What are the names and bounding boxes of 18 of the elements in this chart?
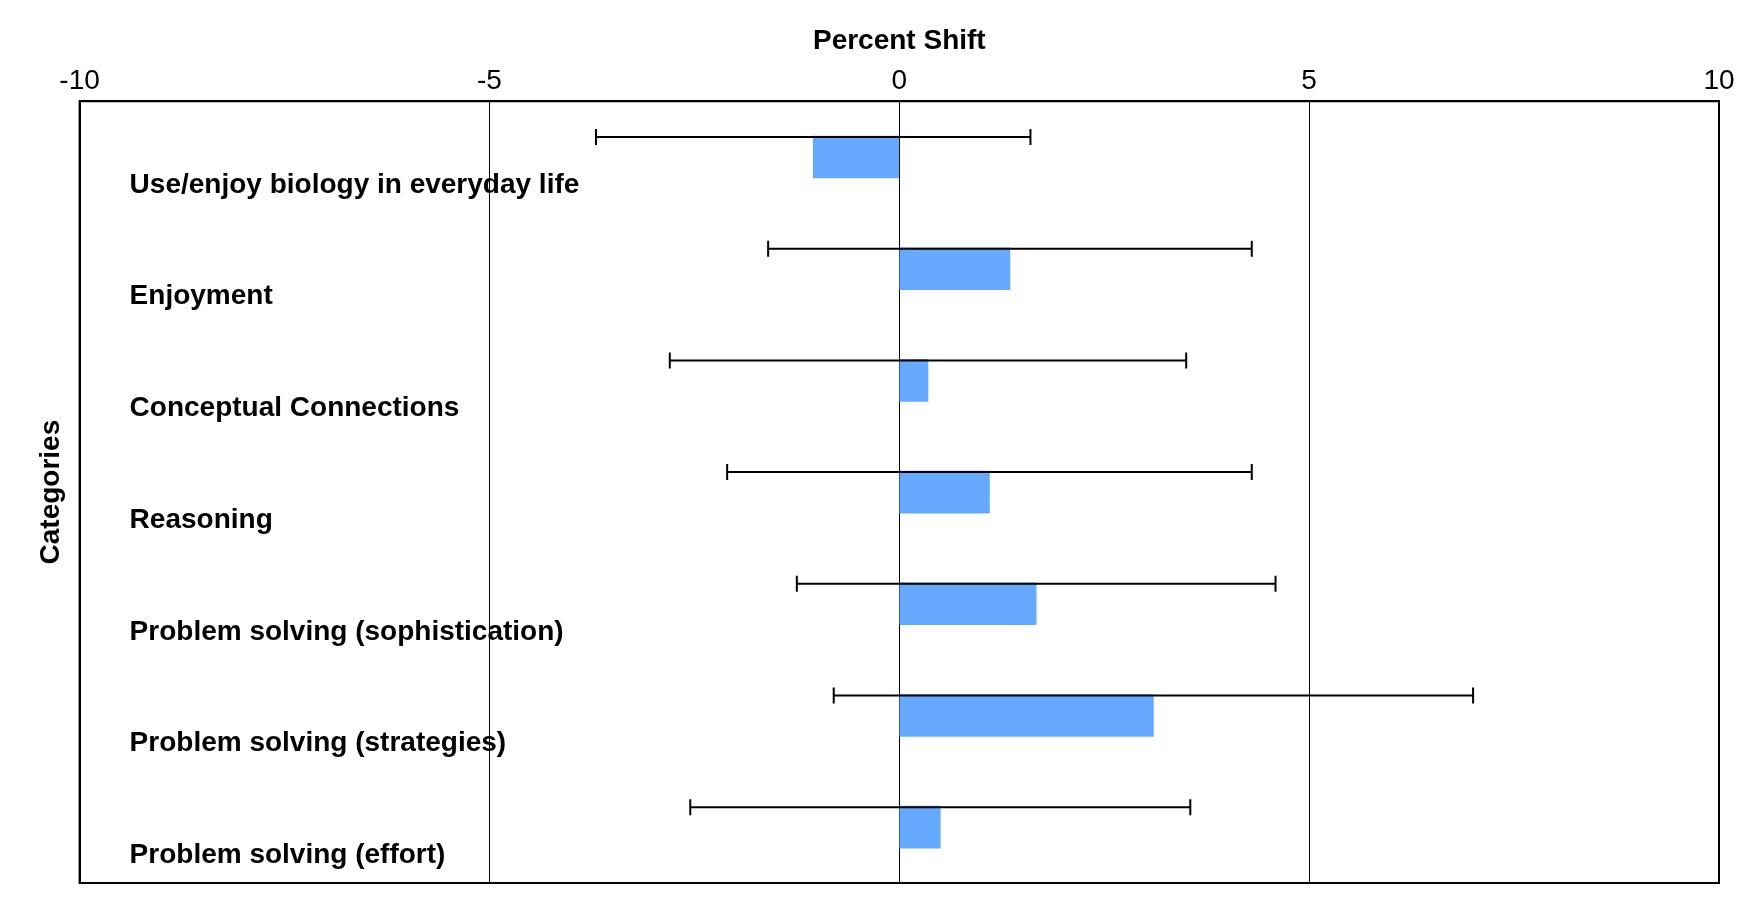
x-tick-label: 5: [1301, 64, 1317, 96]
bar: [899, 470, 990, 514]
x-tick-label: -5: [477, 64, 502, 96]
bar: [899, 694, 1154, 737]
bar: [899, 247, 1011, 291]
bar: [812, 135, 900, 179]
x-tick-label: 0: [891, 64, 908, 96]
x-tick-label: 10: [1703, 64, 1735, 96]
y-tick-label: Problem solving (effort): [129, 837, 446, 869]
x-axis-title: Percent Shift: [812, 23, 986, 55]
y-tick-label: Enjoyment: [129, 279, 273, 311]
bar: [899, 359, 929, 402]
x-tick-label: -10: [59, 64, 100, 96]
y-axis-title: Categories: [33, 419, 65, 565]
bar: [899, 805, 941, 849]
bar: [899, 582, 1037, 626]
y-tick-label: Conceptual Connections: [129, 391, 460, 423]
y-tick-label: Reasoning: [129, 502, 273, 534]
